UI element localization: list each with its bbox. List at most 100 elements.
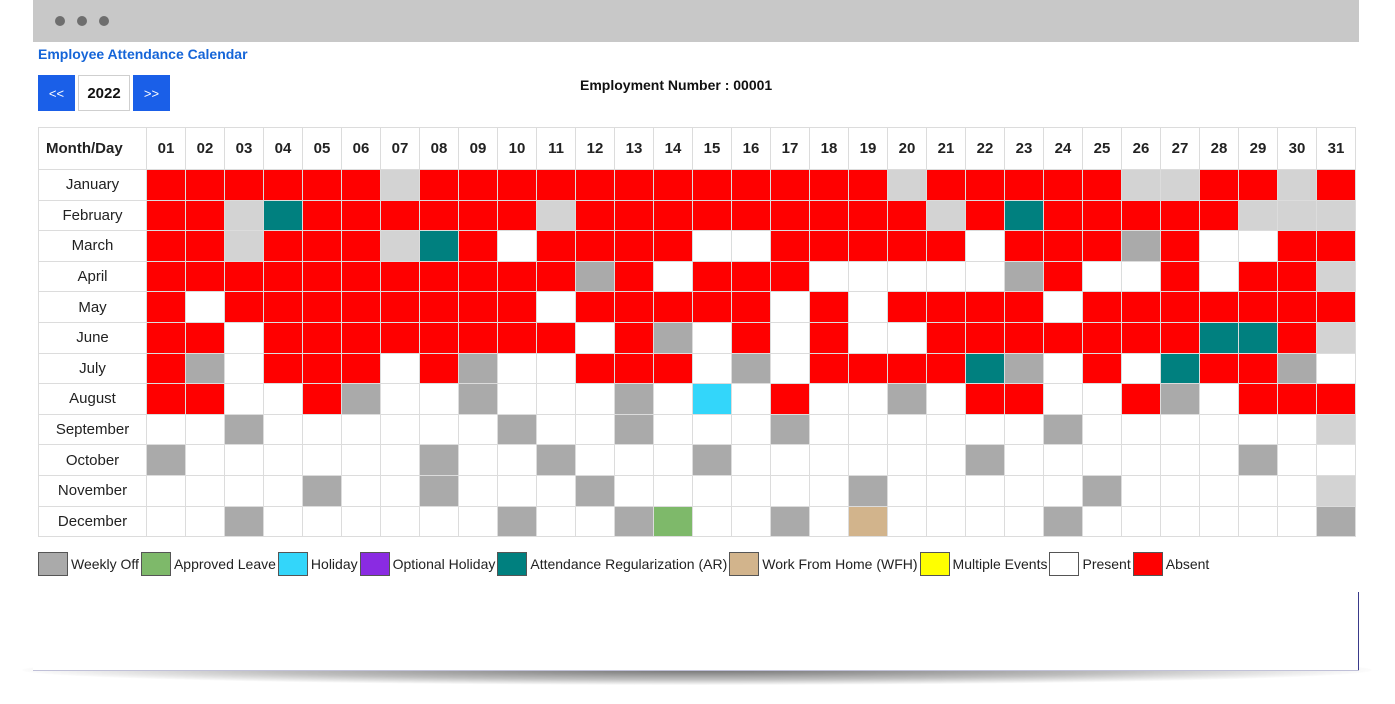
window-control-dot-3[interactable] [99,16,109,26]
day-cell[interactable] [1160,199,1200,232]
day-cell[interactable] [926,444,966,476]
day-cell[interactable] [1160,352,1200,385]
day-cell[interactable] [341,260,381,293]
day-cell[interactable] [926,505,966,538]
day-cell[interactable] [1199,260,1239,293]
day-cell[interactable] [1121,230,1161,262]
day-cell[interactable] [1121,260,1161,293]
day-cell[interactable] [887,474,927,507]
day-cell[interactable] [887,413,927,446]
day-cell[interactable] [185,321,225,354]
prev-year-button[interactable]: << [38,75,75,111]
day-cell[interactable] [1277,444,1317,476]
day-cell[interactable] [1004,230,1044,262]
day-cell[interactable] [1199,230,1239,262]
day-cell[interactable] [1043,505,1083,538]
day-cell[interactable] [263,321,303,354]
day-cell[interactable] [1082,444,1122,476]
day-cell[interactable] [653,291,693,323]
day-cell[interactable] [575,444,615,476]
day-cell[interactable] [497,260,537,293]
day-cell[interactable] [1043,413,1083,446]
day-cell[interactable] [380,321,420,354]
day-cell[interactable] [185,230,225,262]
day-cell[interactable] [1121,352,1161,385]
day-cell[interactable] [458,291,498,323]
day-cell[interactable] [185,505,225,538]
day-cell[interactable] [1160,169,1200,201]
day-cell[interactable] [497,474,537,507]
day-cell[interactable] [848,291,888,323]
day-cell[interactable] [146,230,186,262]
day-cell[interactable] [1004,260,1044,293]
day-cell[interactable] [146,291,186,323]
day-cell[interactable] [1160,260,1200,293]
day-cell[interactable] [965,383,1005,415]
day-cell[interactable] [1238,352,1278,385]
day-cell[interactable] [575,199,615,232]
day-cell[interactable] [536,291,576,323]
day-cell[interactable] [575,413,615,446]
day-cell[interactable] [887,230,927,262]
day-cell[interactable] [770,199,810,232]
day-cell[interactable] [380,413,420,446]
day-cell[interactable] [770,474,810,507]
day-cell[interactable] [1082,505,1122,538]
day-cell[interactable] [692,505,732,538]
day-cell[interactable] [1043,352,1083,385]
day-cell[interactable] [692,474,732,507]
day-cell[interactable] [1277,474,1317,507]
day-cell[interactable] [263,383,303,415]
day-cell[interactable] [1082,260,1122,293]
day-cell[interactable] [458,505,498,538]
day-cell[interactable] [1238,321,1278,354]
day-cell[interactable] [965,199,1005,232]
day-cell[interactable] [341,505,381,538]
day-cell[interactable] [263,291,303,323]
day-cell[interactable] [419,230,459,262]
day-cell[interactable] [302,169,342,201]
day-cell[interactable] [146,199,186,232]
day-cell[interactable] [848,230,888,262]
day-cell[interactable] [341,352,381,385]
day-cell[interactable] [380,199,420,232]
day-cell[interactable] [419,169,459,201]
day-cell[interactable] [1004,199,1044,232]
day-cell[interactable] [1160,413,1200,446]
day-cell[interactable] [1238,505,1278,538]
day-cell[interactable] [1199,413,1239,446]
day-cell[interactable] [1160,444,1200,476]
day-cell[interactable] [302,199,342,232]
day-cell[interactable] [1004,474,1044,507]
day-cell[interactable] [1277,352,1317,385]
day-cell[interactable] [1199,169,1239,201]
day-cell[interactable] [926,260,966,293]
day-cell[interactable] [770,260,810,293]
day-cell[interactable] [224,352,264,385]
day-cell[interactable] [536,352,576,385]
day-cell[interactable] [653,352,693,385]
day-cell[interactable] [770,413,810,446]
day-cell[interactable] [497,383,537,415]
day-cell[interactable] [965,230,1005,262]
day-cell[interactable] [419,474,459,507]
day-cell[interactable] [653,169,693,201]
day-cell[interactable] [458,321,498,354]
day-cell[interactable] [1004,444,1044,476]
day-cell[interactable] [692,230,732,262]
day-cell[interactable] [1199,474,1239,507]
day-cell[interactable] [1004,291,1044,323]
day-cell[interactable] [1043,230,1083,262]
day-cell[interactable] [1004,383,1044,415]
day-cell[interactable] [146,383,186,415]
day-cell[interactable] [1199,444,1239,476]
day-cell[interactable] [224,474,264,507]
day-cell[interactable] [692,321,732,354]
day-cell[interactable] [458,199,498,232]
day-cell[interactable] [575,291,615,323]
day-cell[interactable] [653,199,693,232]
day-cell[interactable] [341,413,381,446]
day-cell[interactable] [146,505,186,538]
day-cell[interactable] [731,260,771,293]
day-cell[interactable] [731,413,771,446]
